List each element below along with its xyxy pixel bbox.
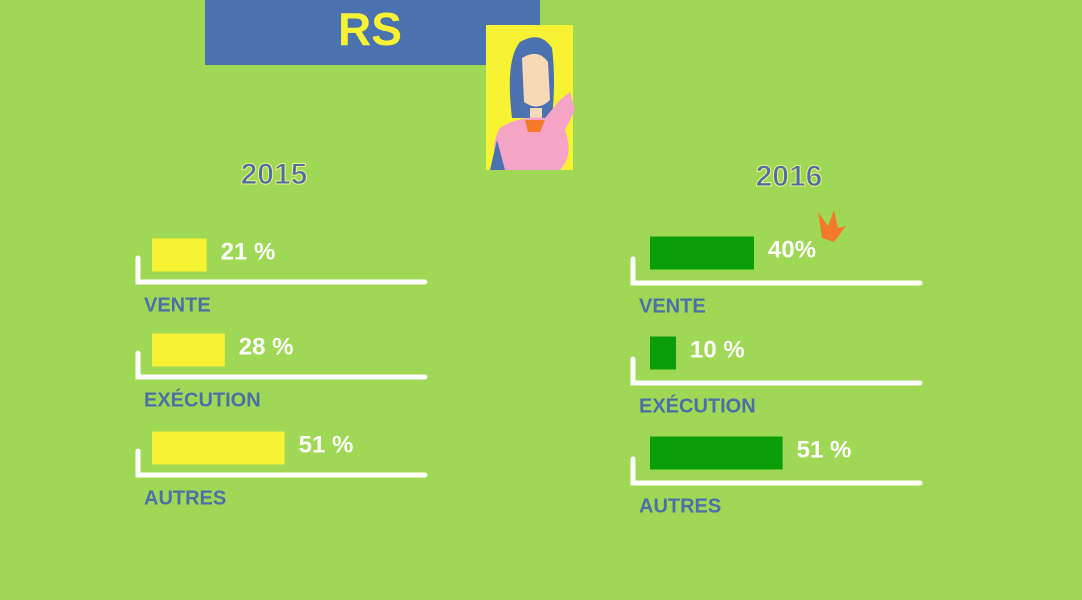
category-label: VENTE <box>144 294 211 316</box>
chart-title: 2016 <box>756 160 823 193</box>
chart-title: 2015 <box>241 158 308 191</box>
highlight-burst <box>818 210 846 242</box>
value-label: 28 % <box>239 333 294 360</box>
axis-line <box>135 255 428 285</box>
bar <box>152 238 207 272</box>
axis-line <box>630 456 923 486</box>
bar <box>650 436 783 470</box>
category-label: EXÉCUTION <box>639 394 756 417</box>
value-label: 51 % <box>299 431 354 458</box>
value-label: 40% <box>768 236 816 263</box>
bar <box>152 431 285 465</box>
value-label: 10 % <box>690 336 745 363</box>
axis-line <box>135 448 428 478</box>
bar <box>152 333 225 367</box>
bar <box>650 336 676 370</box>
bar <box>650 236 754 270</box>
axis-line <box>630 256 923 286</box>
category-label: AUTRES <box>144 487 226 509</box>
axis-line <box>630 356 923 386</box>
title-banner <box>205 0 540 65</box>
avatar <box>486 25 575 170</box>
value-label: 51 % <box>797 436 852 463</box>
axis-line <box>135 350 428 380</box>
title: RS <box>338 3 402 55</box>
category-label: VENTE <box>639 295 706 317</box>
value-label: 21 % <box>221 238 276 265</box>
category-label: EXÉCUTION <box>144 388 261 411</box>
category-label: AUTRES <box>639 495 721 517</box>
